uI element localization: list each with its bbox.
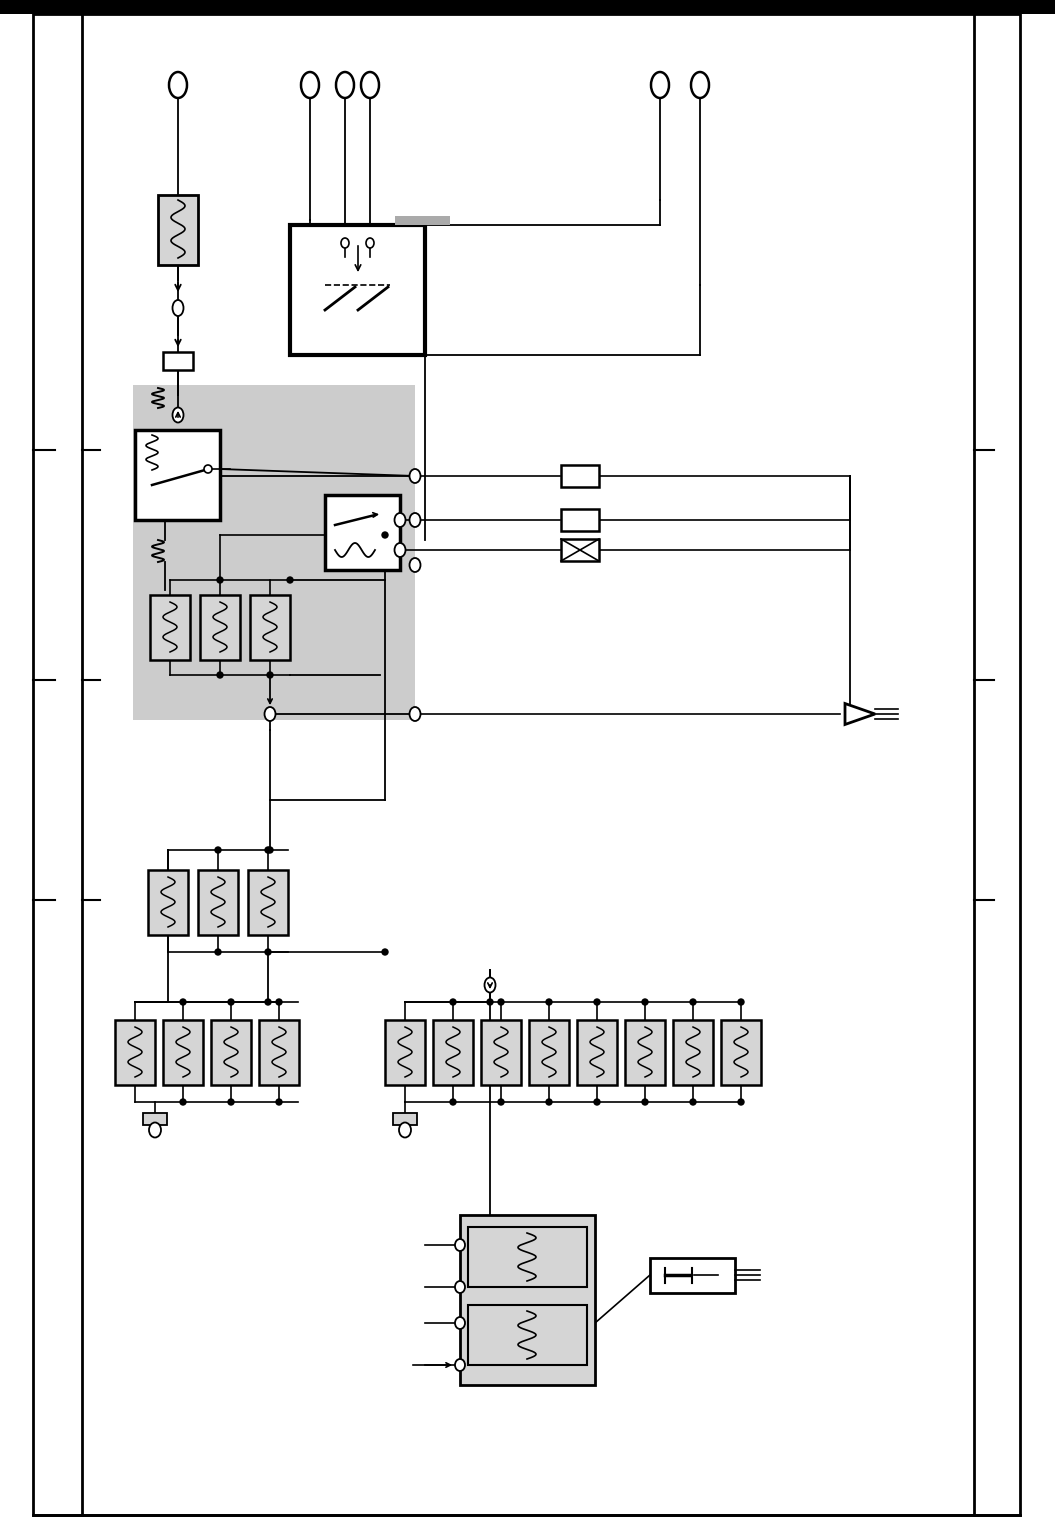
Bar (561, 540, 599, 561)
Bar (673, 1020, 713, 1086)
Ellipse shape (173, 300, 184, 317)
Bar (198, 870, 238, 936)
Bar (135, 430, 220, 520)
Bar (248, 870, 288, 936)
Circle shape (594, 1099, 600, 1105)
Circle shape (265, 998, 271, 1005)
Bar (211, 1020, 251, 1086)
Circle shape (498, 1099, 504, 1105)
Bar (0, 0, 1055, 14)
Circle shape (215, 950, 220, 956)
Ellipse shape (395, 514, 405, 528)
Bar (250, 595, 290, 661)
Circle shape (287, 576, 293, 583)
Circle shape (265, 950, 271, 956)
Ellipse shape (455, 1238, 465, 1251)
Circle shape (498, 998, 504, 1005)
Circle shape (180, 998, 186, 1005)
Bar (721, 1020, 761, 1086)
Ellipse shape (409, 514, 421, 528)
Circle shape (265, 847, 271, 853)
Circle shape (690, 998, 696, 1005)
Ellipse shape (301, 72, 319, 98)
Bar (290, 225, 425, 355)
Ellipse shape (149, 1122, 161, 1138)
Ellipse shape (409, 469, 421, 483)
Circle shape (690, 1099, 696, 1105)
Circle shape (450, 998, 456, 1005)
Bar (561, 509, 599, 531)
Ellipse shape (399, 1122, 411, 1138)
Bar (258, 1020, 299, 1086)
Bar (148, 870, 188, 936)
Polygon shape (845, 703, 875, 725)
Bar (143, 1113, 167, 1125)
Circle shape (180, 1099, 186, 1105)
Ellipse shape (169, 72, 187, 98)
Bar (433, 1020, 473, 1086)
Circle shape (215, 847, 220, 853)
Bar (577, 1020, 617, 1086)
Circle shape (217, 673, 223, 677)
Circle shape (450, 1099, 456, 1105)
Bar (468, 1226, 587, 1287)
Ellipse shape (409, 558, 421, 572)
Circle shape (267, 673, 273, 677)
Ellipse shape (265, 706, 275, 722)
Bar (468, 1304, 587, 1365)
Bar (481, 1020, 521, 1086)
Ellipse shape (691, 72, 709, 98)
Ellipse shape (361, 72, 379, 98)
Ellipse shape (651, 72, 669, 98)
Bar (460, 1216, 595, 1385)
Bar (164, 352, 193, 370)
Bar (325, 495, 400, 570)
Ellipse shape (455, 1281, 465, 1294)
Bar (385, 1020, 425, 1086)
Bar (650, 1258, 735, 1294)
Bar (200, 595, 239, 661)
Circle shape (546, 1099, 552, 1105)
Ellipse shape (366, 239, 375, 248)
Circle shape (267, 847, 273, 853)
Circle shape (228, 998, 234, 1005)
Bar (625, 1020, 665, 1086)
Ellipse shape (455, 1359, 465, 1372)
Circle shape (738, 998, 744, 1005)
Ellipse shape (455, 1316, 465, 1329)
Ellipse shape (484, 977, 496, 992)
Bar (395, 216, 450, 225)
Circle shape (228, 1099, 234, 1105)
Ellipse shape (204, 465, 212, 472)
Bar (115, 1020, 155, 1086)
Circle shape (276, 1099, 282, 1105)
Bar (394, 1113, 417, 1125)
Ellipse shape (335, 72, 354, 98)
Ellipse shape (395, 543, 405, 557)
Ellipse shape (173, 408, 184, 422)
Circle shape (276, 998, 282, 1005)
Circle shape (738, 1099, 744, 1105)
Circle shape (487, 998, 493, 1005)
Circle shape (382, 532, 388, 538)
Bar (561, 465, 599, 488)
Ellipse shape (409, 706, 421, 722)
Bar (150, 595, 190, 661)
Circle shape (546, 998, 552, 1005)
Circle shape (642, 1099, 648, 1105)
Bar (164, 1020, 203, 1086)
Ellipse shape (341, 239, 349, 248)
Circle shape (382, 950, 388, 956)
Circle shape (217, 576, 223, 583)
Bar (529, 1020, 569, 1086)
Bar (158, 196, 198, 265)
Circle shape (594, 998, 600, 1005)
Bar (133, 385, 415, 720)
Circle shape (642, 998, 648, 1005)
